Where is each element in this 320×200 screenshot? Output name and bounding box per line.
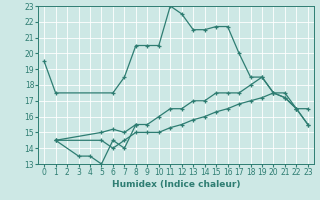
- X-axis label: Humidex (Indice chaleur): Humidex (Indice chaleur): [112, 180, 240, 189]
